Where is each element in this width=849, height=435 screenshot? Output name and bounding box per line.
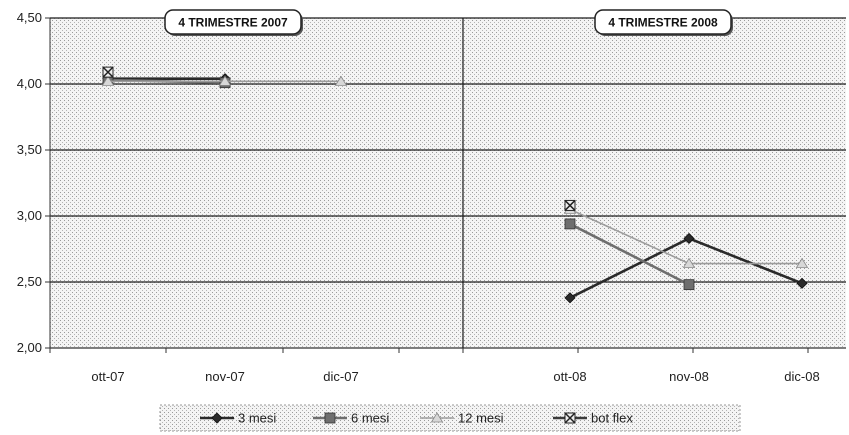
marker-triangle bbox=[334, 75, 348, 86]
plot-background bbox=[50, 18, 846, 348]
panel-title-box bbox=[594, 9, 732, 35]
legend-marker bbox=[564, 412, 576, 424]
legend-label: 3 mesi bbox=[238, 411, 276, 426]
y-tick-label: 4,50 bbox=[17, 10, 42, 25]
marker-triangle bbox=[218, 75, 232, 86]
y-tick-label: 3,00 bbox=[17, 208, 42, 223]
x-tick-label: dic-07 bbox=[323, 369, 358, 384]
y-tick-label: 2,50 bbox=[17, 274, 42, 289]
y-tick-label: 3,50 bbox=[17, 142, 42, 157]
marker-square bbox=[683, 279, 695, 291]
legend-label: bot flex bbox=[591, 411, 633, 426]
data-point bbox=[564, 218, 576, 230]
data-point bbox=[564, 292, 576, 304]
x-tick-label: nov-07 bbox=[205, 369, 245, 384]
marker-square bbox=[324, 412, 336, 424]
legend-marker bbox=[324, 412, 336, 424]
y-tick-label: 2,00 bbox=[17, 340, 42, 355]
marker-x bbox=[102, 66, 114, 78]
legend-label: 12 mesi bbox=[458, 411, 504, 426]
y-tick-label: 4,00 bbox=[17, 76, 42, 91]
x-tick-label: nov-08 bbox=[669, 369, 709, 384]
x-tick-label: ott-08 bbox=[553, 369, 586, 384]
panel-title: 4 TRIMESTRE 2007 bbox=[178, 16, 288, 30]
marker-x bbox=[564, 412, 576, 424]
x-tick-label: dic-08 bbox=[784, 369, 819, 384]
marker-diamond bbox=[683, 232, 695, 245]
data-point bbox=[564, 199, 576, 211]
marker-triangle bbox=[430, 412, 444, 423]
panel-title-box bbox=[164, 9, 302, 35]
data-point bbox=[101, 75, 115, 86]
panel-title: 4 TRIMESTRE 2008 bbox=[608, 16, 718, 30]
data-point bbox=[683, 232, 695, 245]
legend-marker bbox=[430, 412, 444, 423]
data-point bbox=[796, 277, 808, 289]
legend-marker bbox=[211, 412, 223, 424]
marker-triangle bbox=[101, 75, 115, 86]
data-point bbox=[218, 75, 232, 86]
marker-triangle bbox=[682, 257, 696, 268]
marker-x bbox=[564, 199, 576, 211]
data-point bbox=[334, 75, 348, 86]
marker-triangle bbox=[795, 257, 809, 268]
x-tick-label: ott-07 bbox=[91, 369, 124, 384]
data-point bbox=[102, 66, 114, 78]
data-point bbox=[683, 279, 695, 291]
legend-label: 6 mesi bbox=[351, 411, 389, 426]
marker-square bbox=[564, 218, 576, 230]
marker-diamond bbox=[211, 412, 223, 424]
series-line bbox=[569, 222, 690, 286]
data-point bbox=[795, 257, 809, 268]
data-point bbox=[682, 257, 696, 268]
marker-diamond bbox=[796, 277, 808, 289]
marker-diamond bbox=[564, 292, 576, 304]
